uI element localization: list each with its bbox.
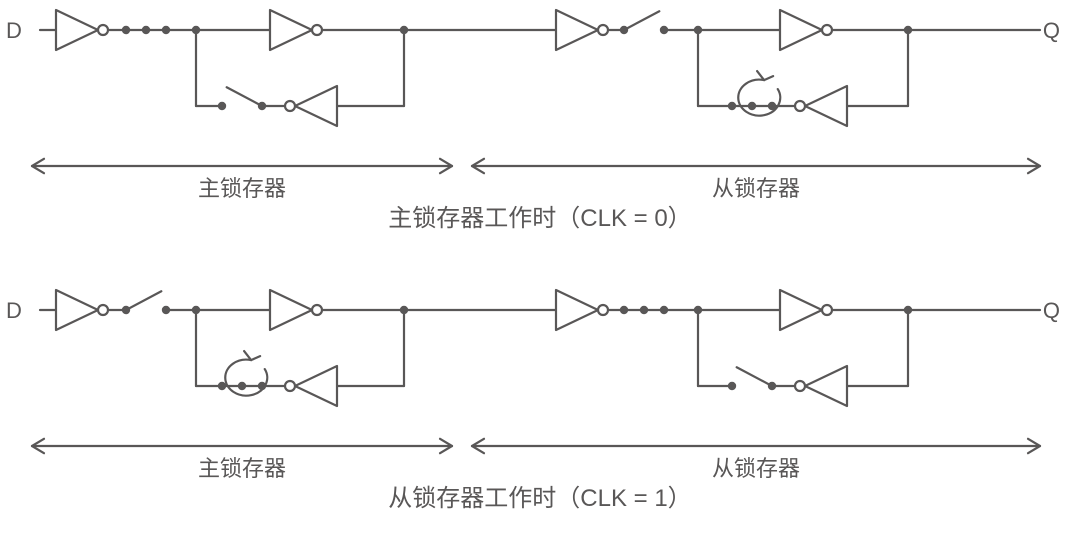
row-CLK1: D Q 主锁存器 从锁存器	[6, 290, 1060, 481]
master-fb-inverter	[285, 366, 337, 406]
inverter-4	[780, 10, 832, 50]
q-label: Q	[1043, 18, 1060, 43]
d-label: D	[6, 18, 22, 43]
inverter-1	[56, 290, 108, 330]
master-fb-inverter	[285, 86, 337, 126]
inverter-3	[556, 10, 608, 50]
inverter-2	[270, 10, 322, 50]
d-label: D	[6, 298, 22, 323]
caption-clk1: 从锁存器工作时（CLK = 1）	[388, 485, 691, 512]
master-input-switch	[122, 26, 170, 34]
inverter-4	[780, 290, 832, 330]
slave-label: 从锁存器	[712, 176, 800, 201]
master-input-switch	[122, 291, 170, 314]
master-span	[32, 439, 452, 453]
master-fb-switch	[218, 87, 266, 110]
inverter-3	[556, 290, 608, 330]
inverter-2	[270, 290, 322, 330]
slave-fb-inverter	[795, 366, 847, 406]
master-label: 主锁存器	[198, 456, 286, 481]
slave-span	[472, 159, 1040, 173]
slave-input-switch	[620, 11, 668, 34]
q-label: Q	[1043, 298, 1060, 323]
master-label: 主锁存器	[198, 176, 286, 201]
slave-input-switch	[620, 306, 668, 314]
inverter-1	[56, 10, 108, 50]
slave-label: 从锁存器	[712, 456, 800, 481]
slave-fb-switch	[728, 102, 776, 110]
master-span	[32, 159, 452, 173]
slave-span	[472, 439, 1040, 453]
slave-fb-inverter	[795, 86, 847, 126]
row-CLK0: D Q 主锁存器 从锁存器	[6, 10, 1060, 201]
caption-clk0: 主锁存器工作时（CLK = 0）	[388, 205, 691, 232]
slave-fb-switch	[728, 367, 776, 390]
